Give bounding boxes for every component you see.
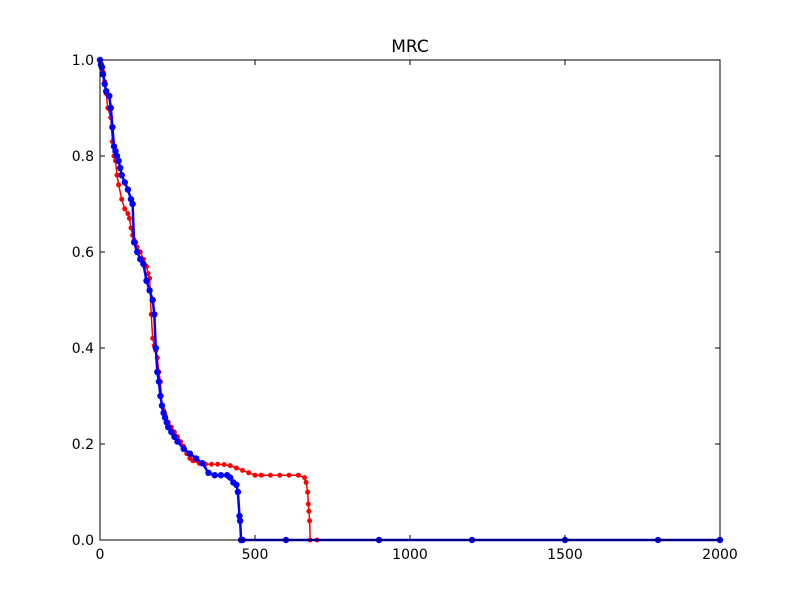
data-point-blue — [103, 88, 110, 95]
data-point-red — [125, 211, 131, 217]
data-point-blue — [192, 455, 200, 462]
data-point-blue — [154, 368, 161, 376]
x-tick-label: 1500 — [547, 547, 583, 563]
data-point-blue — [168, 428, 175, 436]
y-tick-label: 0.8 — [72, 149, 94, 165]
data-point-red — [295, 472, 301, 478]
y-tick-label: 1.0 — [72, 53, 94, 69]
data-point-blue — [236, 517, 244, 524]
chart-title: MRC — [391, 37, 429, 57]
data-point-blue — [186, 450, 194, 457]
data-point-red — [307, 518, 313, 524]
data-point-blue — [234, 488, 242, 496]
data-point-red — [240, 467, 246, 473]
data-point-blue — [163, 419, 170, 426]
data-point-blue — [165, 424, 172, 431]
data-point-blue — [109, 124, 116, 131]
series-line-red — [99, 59, 720, 541]
data-point-blue — [101, 80, 108, 88]
series-layer — [96, 56, 724, 544]
series-blue — [96, 56, 724, 544]
data-point-red — [303, 479, 309, 485]
data-point-red — [258, 472, 264, 478]
data-point-red — [227, 463, 233, 469]
data-point-red — [209, 461, 215, 467]
data-point-blue — [211, 472, 218, 479]
data-point-blue — [174, 438, 181, 445]
x-tick-label: 0 — [96, 547, 105, 563]
data-point-red — [126, 215, 132, 221]
data-point-blue — [199, 460, 206, 467]
data-point-blue — [117, 164, 124, 172]
data-point-blue — [158, 402, 166, 409]
data-point-red — [150, 335, 156, 341]
data-point-blue — [205, 469, 212, 476]
data-point-blue — [106, 92, 113, 100]
data-point-blue — [217, 472, 225, 479]
data-point-blue — [233, 481, 240, 488]
data-point-red — [305, 489, 311, 495]
plot-frame — [99, 59, 721, 541]
data-point-blue — [157, 392, 164, 400]
data-point-red — [215, 461, 221, 467]
data-point-blue — [155, 378, 163, 385]
data-point-blue — [112, 148, 119, 155]
data-point-red — [305, 501, 311, 507]
data-point-blue — [227, 474, 234, 481]
data-point-blue — [124, 186, 132, 193]
data-point-red — [246, 470, 252, 476]
data-point-red — [302, 475, 308, 481]
data-point-blue — [160, 409, 167, 416]
data-point-red — [306, 508, 312, 514]
data-point-blue — [236, 512, 243, 520]
data-point-blue — [134, 248, 141, 256]
data-point-blue — [127, 196, 135, 203]
data-point-blue — [110, 143, 118, 150]
y-tick-label: 0.2 — [72, 437, 94, 453]
data-point-red — [221, 462, 227, 468]
data-point-red — [286, 472, 292, 478]
data-point-red — [233, 465, 239, 471]
y-tick-label: 0.6 — [72, 245, 94, 261]
data-point-red — [277, 472, 283, 478]
data-point-blue — [113, 152, 121, 160]
data-point-blue — [99, 71, 107, 78]
data-point-blue — [118, 172, 125, 179]
data-point-blue — [115, 157, 122, 164]
data-point-red — [119, 196, 125, 202]
data-point-blue — [152, 344, 159, 352]
data-point-blue — [129, 200, 136, 208]
data-point-blue — [107, 104, 115, 112]
x-tick-label: 500 — [242, 547, 269, 563]
data-point-red — [252, 472, 258, 478]
data-point-blue — [180, 445, 187, 452]
data-point-blue — [171, 433, 178, 440]
data-point-red — [114, 172, 120, 178]
data-point-blue — [146, 287, 153, 294]
data-point-red — [145, 271, 151, 277]
data-point-blue — [151, 311, 158, 318]
data-point-red — [268, 472, 273, 478]
data-point-blue — [143, 277, 150, 284]
x-tick-label: 2000 — [702, 547, 738, 563]
y-tick-label: 0.0 — [72, 533, 94, 549]
y-tick-label: 0.4 — [72, 341, 94, 357]
data-point-red — [116, 182, 122, 188]
series-red — [97, 57, 723, 543]
axes-layer: 0 500 1000 1500 2000 0.0 0.2 0.4 0.6 0.8 1.0 — [72, 53, 738, 563]
data-point-blue — [140, 260, 147, 268]
data-point-blue — [121, 179, 128, 186]
data-point-blue — [149, 296, 156, 304]
data-point-blue — [161, 414, 169, 421]
data-point-blue — [130, 239, 138, 246]
series-line-blue — [98, 59, 720, 542]
x-tick-label: 1000 — [392, 547, 428, 563]
data-point-blue — [137, 256, 144, 263]
data-point-red — [122, 206, 128, 212]
